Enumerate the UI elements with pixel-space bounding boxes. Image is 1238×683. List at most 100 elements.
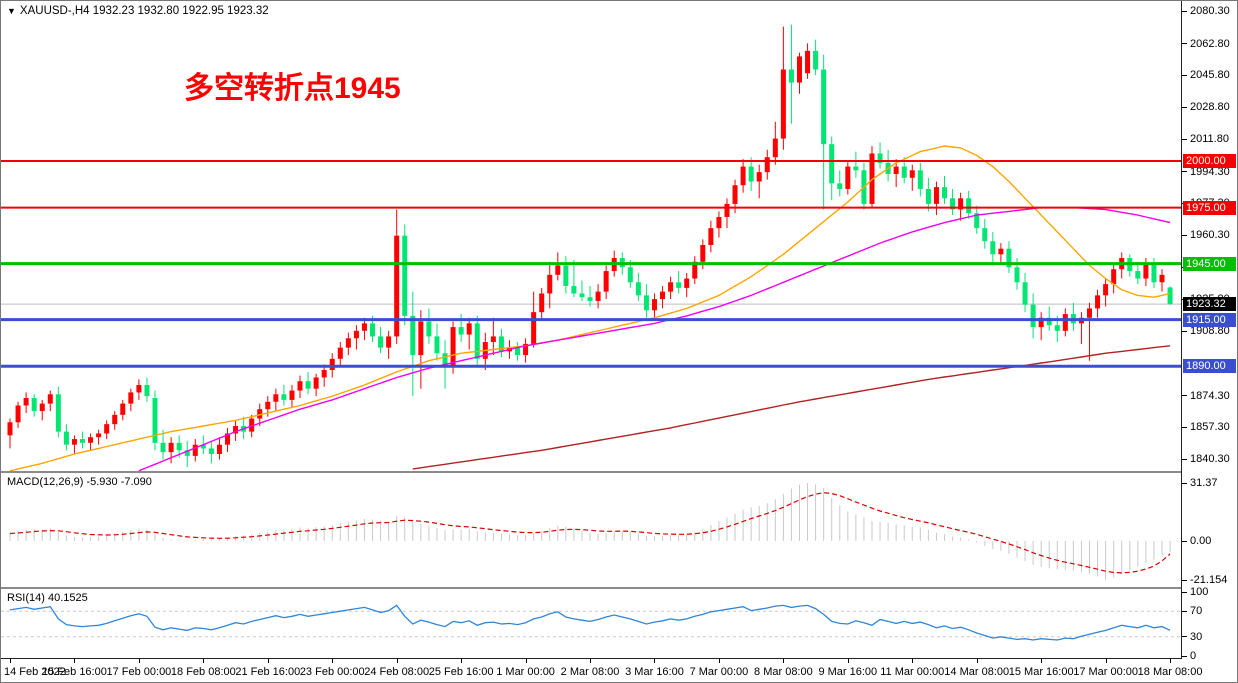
candle-down xyxy=(144,384,150,397)
candle-up xyxy=(128,392,134,404)
candle-down xyxy=(813,50,819,70)
rsi-label: RSI(14) 40.1525 xyxy=(7,592,88,604)
candle-up xyxy=(136,384,142,393)
candle-up xyxy=(313,377,319,389)
candle-up xyxy=(523,343,529,356)
candle-up xyxy=(756,172,762,182)
candle-up xyxy=(651,299,657,311)
time-label: 17 Feb 00:00 xyxy=(106,666,172,678)
time-tick xyxy=(203,659,205,663)
candle-down xyxy=(571,286,577,294)
rsi-line xyxy=(9,604,1171,641)
candle-up xyxy=(732,185,738,204)
candle-up xyxy=(71,439,77,445)
candle-up xyxy=(386,336,392,348)
candle-down xyxy=(176,442,182,451)
candle-down xyxy=(31,398,37,412)
candle-down xyxy=(370,323,376,337)
candle-down xyxy=(434,336,440,354)
candle-down xyxy=(474,323,480,359)
macd-histogram xyxy=(9,483,1171,580)
time-axis[interactable]: 14 Feb 2022 15 Feb 16:00 17 Feb 00:00 18 Fe… xyxy=(1,659,1237,682)
candle-up xyxy=(684,278,690,288)
candle-down xyxy=(1006,248,1012,268)
candle-down xyxy=(627,267,633,283)
candle-up xyxy=(805,50,811,74)
time-tick xyxy=(74,659,76,663)
level-badge-1975.00: 1975.00 xyxy=(1183,200,1236,215)
price-tick: 2028.80 xyxy=(1182,101,1230,113)
candle-up xyxy=(547,274,553,294)
candle-up xyxy=(104,424,110,434)
candle-up xyxy=(297,381,303,391)
candle-up xyxy=(265,401,271,410)
candle-up xyxy=(555,265,561,275)
candle-down xyxy=(853,166,859,171)
candle-down xyxy=(63,431,69,445)
collapse-arrow-icon[interactable]: ▼ xyxy=(7,6,16,16)
candle-up xyxy=(716,216,722,229)
candle-up xyxy=(845,166,851,189)
candle-up xyxy=(998,248,1004,255)
candle-down xyxy=(426,321,432,337)
time-tick xyxy=(847,659,849,663)
time-tick xyxy=(525,659,527,663)
candle-up xyxy=(120,403,126,415)
candle-down xyxy=(643,295,649,311)
macd-axis-tick: 0.00 xyxy=(1182,535,1211,547)
candle-up xyxy=(192,444,198,456)
candle-down xyxy=(917,170,923,189)
macd-axis-tick: 31.37 xyxy=(1182,477,1218,489)
candle-up xyxy=(603,271,609,292)
candle-up xyxy=(708,228,714,245)
candle-down xyxy=(208,448,214,455)
rsi-indicator-pane[interactable]: RSI(14) 40.1525 xyxy=(1,589,1181,659)
candle-up xyxy=(692,261,698,279)
time-label: 8 Mar 08:00 xyxy=(754,666,813,678)
price-tick: 1840.30 xyxy=(1182,453,1230,465)
candle-up xyxy=(869,153,875,204)
time-label: 21 Feb 16:00 xyxy=(235,666,301,678)
candle-down xyxy=(442,353,448,367)
time-tick xyxy=(10,659,11,663)
price-tick: 2011.80 xyxy=(1182,133,1229,145)
rsi-canvas xyxy=(1,604,1181,641)
time-tick xyxy=(976,659,978,663)
candle-up xyxy=(466,323,472,335)
candle-up xyxy=(88,437,94,443)
time-tick xyxy=(1105,659,1107,663)
rsi-axis-tick: 70 xyxy=(1182,605,1202,617)
candle-up xyxy=(329,358,335,371)
candle-up xyxy=(225,433,231,445)
price-tick: 2080.30 xyxy=(1182,5,1230,17)
candle-up xyxy=(1095,295,1101,309)
candle-down xyxy=(941,187,947,199)
candle-down xyxy=(563,265,569,287)
candle-up xyxy=(273,394,279,402)
candle-up xyxy=(1111,269,1117,285)
main-price-pane[interactable]: ▼ XAUUSD-,H4 1932.23 1932.80 1922.95 1923… xyxy=(1,1,1181,473)
candle-up xyxy=(345,338,351,348)
time-label: 17 Mar 00:00 xyxy=(1073,666,1139,678)
chart-annotation-text: 多空转折点1945 xyxy=(184,72,401,105)
candle-up xyxy=(893,166,899,175)
time-tick xyxy=(332,659,334,663)
candle-down xyxy=(402,235,408,316)
candle-down xyxy=(925,188,931,204)
candle-down xyxy=(877,153,883,163)
macd-axis-tick: -21.154 xyxy=(1182,574,1227,586)
candle-down xyxy=(152,398,158,443)
price-axis[interactable]: 2080.30 2062.80 2045.80 2028.80 2011.80 1994.… xyxy=(1181,1,1237,662)
level-badge-1915.00: 1915.00 xyxy=(1183,312,1236,327)
candle-up xyxy=(724,203,730,217)
candle-up xyxy=(321,370,327,378)
macd-indicator-pane[interactable]: MACD(12,26,9) -5.930 -7.090 xyxy=(1,473,1181,589)
time-label: 25 Feb 16:00 xyxy=(428,666,494,678)
candle-up xyxy=(539,293,545,313)
rsi-axis-tick: 0 xyxy=(1182,650,1196,662)
candle-up xyxy=(933,187,939,204)
candle-up xyxy=(39,403,45,412)
price-tick: 2062.80 xyxy=(1182,38,1230,50)
candle-down xyxy=(1022,282,1028,305)
